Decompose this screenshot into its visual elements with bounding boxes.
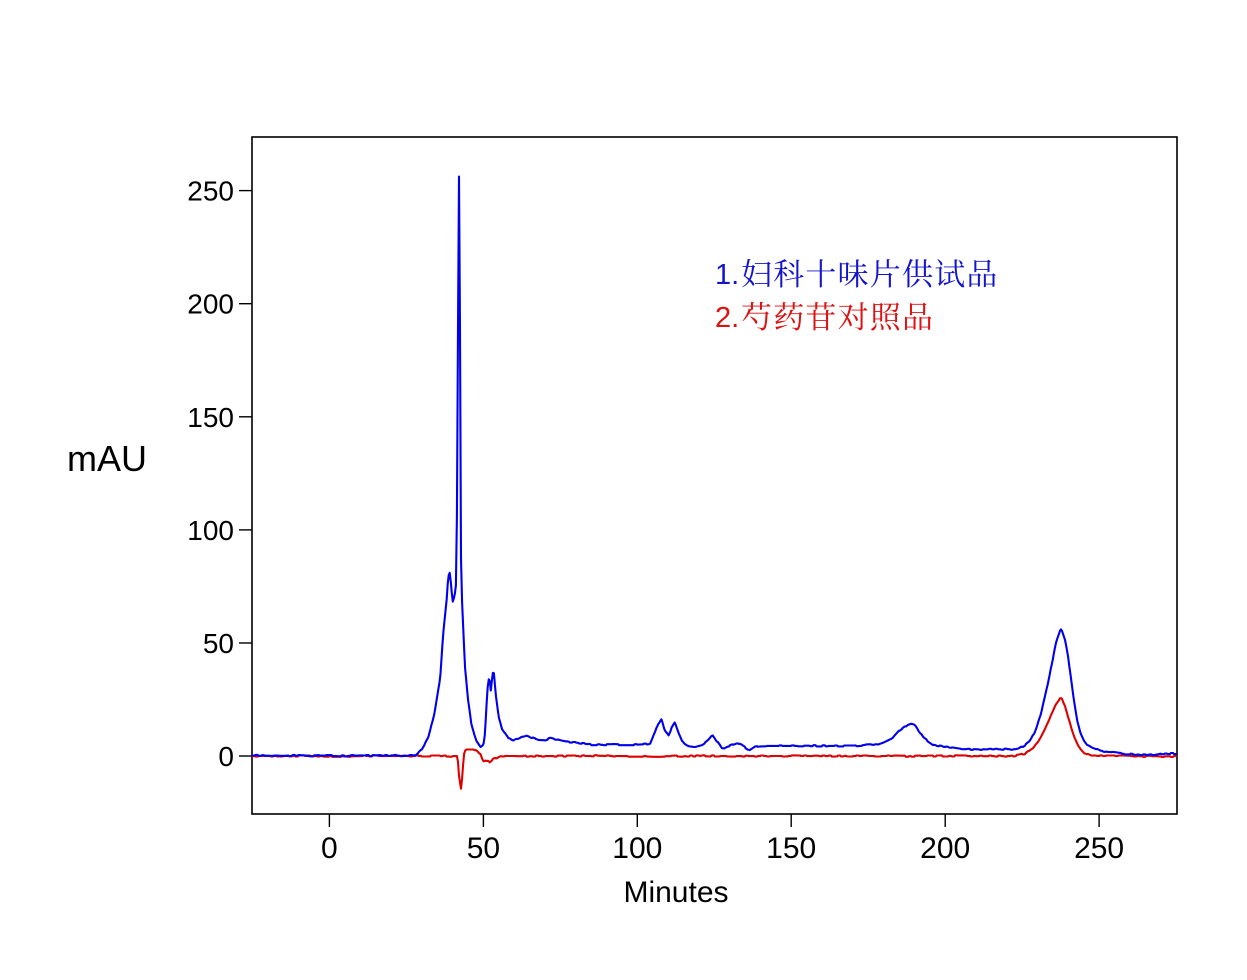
svg-text:妇科十味片供试品: 妇科十味片供试品: [741, 249, 999, 294]
svg-text:250: 250: [1074, 832, 1124, 865]
svg-text:50: 50: [467, 832, 500, 865]
svg-text:芍药苷对照品: 芍药苷对照品: [741, 292, 934, 337]
svg-text:150: 150: [766, 832, 816, 865]
svg-text:150: 150: [187, 402, 234, 433]
svg-text:mAU: mAU: [67, 438, 147, 479]
svg-text:Minutes: Minutes: [623, 876, 728, 909]
svg-text:250: 250: [187, 176, 234, 207]
svg-text:50: 50: [203, 628, 234, 659]
svg-text:0: 0: [218, 741, 234, 772]
svg-text:100: 100: [187, 515, 234, 546]
svg-text:200: 200: [920, 832, 970, 865]
svg-text:200: 200: [187, 289, 234, 320]
svg-text:0: 0: [321, 832, 338, 865]
svg-text:1.: 1.: [715, 259, 739, 291]
svg-text:2.: 2.: [715, 302, 739, 334]
svg-text:100: 100: [612, 832, 662, 865]
